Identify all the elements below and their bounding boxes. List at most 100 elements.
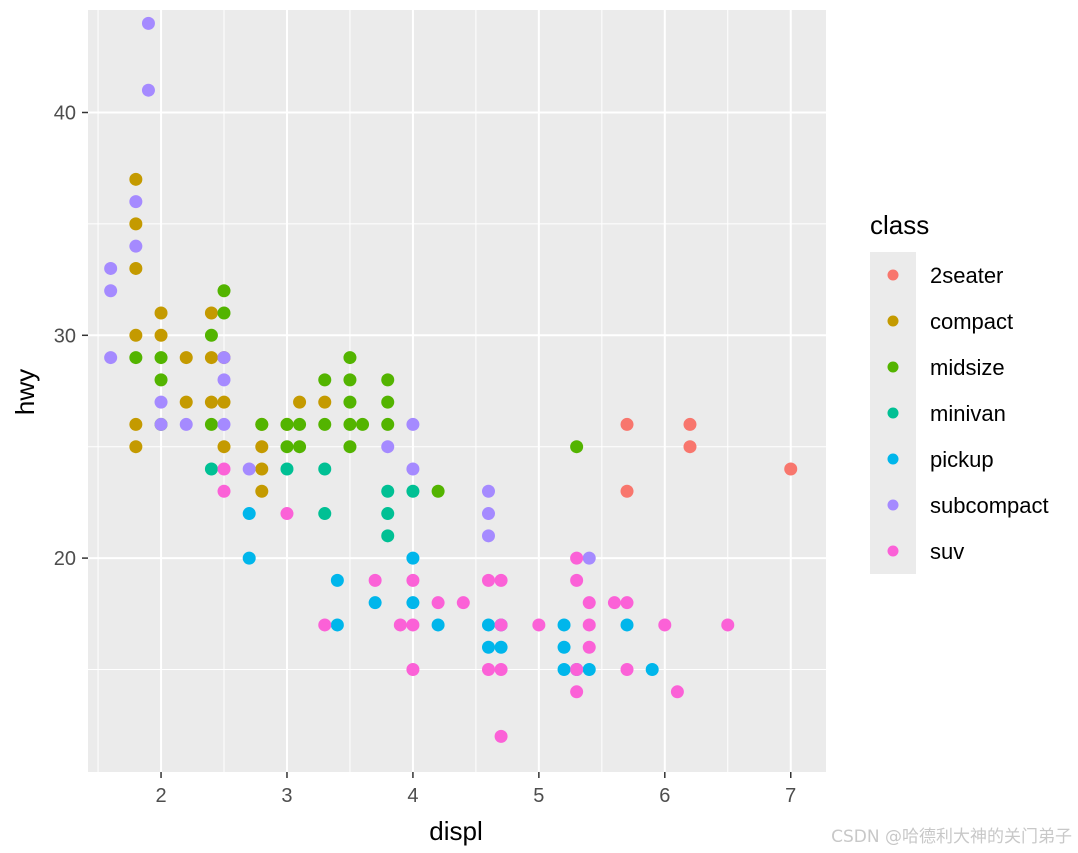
- point-compact: [129, 172, 143, 186]
- point-2seater: [683, 417, 697, 431]
- legend-label-suv: suv: [930, 539, 964, 564]
- x-tick-label: 7: [785, 785, 796, 807]
- legend-key-midsize: [887, 361, 899, 373]
- point-pickup: [481, 640, 495, 654]
- point-pickup: [481, 618, 495, 632]
- point-suv: [217, 484, 231, 498]
- point-compact: [204, 351, 218, 365]
- point-suv: [406, 618, 420, 632]
- point-midsize: [343, 395, 357, 409]
- point-midsize: [381, 373, 395, 387]
- point-suv: [431, 596, 445, 610]
- point-pickup: [406, 551, 420, 565]
- point-2seater: [620, 417, 634, 431]
- point-pickup: [557, 640, 571, 654]
- point-subcompact: [179, 417, 193, 431]
- point-suv: [494, 618, 508, 632]
- point-midsize: [293, 440, 307, 454]
- legend-key-subcompact: [887, 499, 899, 511]
- point-suv: [217, 462, 231, 476]
- point-compact: [129, 417, 143, 431]
- x-tick-label: 4: [407, 785, 418, 807]
- point-compact: [179, 351, 193, 365]
- point-subcompact: [217, 351, 231, 365]
- point-minivan: [381, 484, 395, 498]
- point-suv: [582, 596, 596, 610]
- point-subcompact: [481, 529, 495, 543]
- x-tick-label: 6: [659, 785, 670, 807]
- point-midsize: [217, 284, 231, 298]
- point-suv: [620, 596, 634, 610]
- point-midsize: [381, 395, 395, 409]
- point-compact: [204, 306, 218, 320]
- point-2seater: [620, 484, 634, 498]
- point-compact: [154, 328, 168, 342]
- minor-gridlines: [88, 10, 826, 772]
- point-suv: [582, 618, 596, 632]
- point-subcompact: [154, 395, 168, 409]
- point-suv: [658, 618, 672, 632]
- point-minivan: [406, 484, 420, 498]
- point-suv: [494, 663, 508, 677]
- point-pickup: [645, 663, 659, 677]
- point-subcompact: [154, 417, 168, 431]
- point-suv: [368, 573, 382, 587]
- point-midsize: [280, 440, 294, 454]
- point-midsize: [343, 351, 357, 365]
- point-minivan: [381, 507, 395, 521]
- point-midsize: [204, 417, 218, 431]
- point-compact: [318, 395, 332, 409]
- point-midsize: [431, 484, 445, 498]
- point-compact: [255, 484, 269, 498]
- point-suv: [494, 729, 508, 743]
- point-midsize: [129, 351, 143, 365]
- legend-key-compact: [887, 315, 899, 327]
- point-midsize: [154, 373, 168, 387]
- point-midsize: [381, 417, 395, 431]
- point-subcompact: [104, 351, 118, 365]
- point-compact: [154, 306, 168, 320]
- point-compact: [129, 217, 143, 231]
- watermark: CSDN @哈德利大神的关门弟子: [831, 827, 1072, 847]
- point-pickup: [368, 596, 382, 610]
- point-subcompact: [381, 440, 395, 454]
- point-pickup: [557, 663, 571, 677]
- legend-label-compact: compact: [930, 309, 1013, 334]
- point-suv: [494, 573, 508, 587]
- point-compact: [255, 462, 269, 476]
- point-midsize: [343, 373, 357, 387]
- point-compact: [217, 395, 231, 409]
- x-axis: 2 3 4 5 6 7: [155, 772, 796, 807]
- point-midsize: [204, 328, 218, 342]
- point-pickup: [242, 551, 256, 565]
- point-subcompact: [141, 83, 155, 97]
- point-compact: [217, 440, 231, 454]
- point-pickup: [330, 618, 344, 632]
- point-suv: [607, 596, 621, 610]
- point-suv: [582, 640, 596, 654]
- y-tick-label: 40: [54, 102, 76, 124]
- point-suv: [280, 507, 294, 521]
- legend-label-minivan: minivan: [930, 401, 1006, 426]
- point-suv: [670, 685, 684, 699]
- point-minivan: [280, 462, 294, 476]
- y-tick-label: 20: [54, 548, 76, 570]
- legend-label-midsize: midsize: [930, 355, 1005, 380]
- point-midsize: [293, 417, 307, 431]
- point-suv: [406, 663, 420, 677]
- point-pickup: [620, 618, 634, 632]
- point-compact: [179, 395, 193, 409]
- point-compact: [129, 440, 143, 454]
- point-minivan: [318, 507, 332, 521]
- x-tick-label: 3: [281, 785, 292, 807]
- point-subcompact: [406, 462, 420, 476]
- point-midsize: [318, 417, 332, 431]
- legend-key-minivan: [887, 407, 899, 419]
- point-midsize: [154, 351, 168, 365]
- point-midsize: [217, 306, 231, 320]
- legend-key-suv: [887, 545, 899, 557]
- point-pickup: [557, 618, 571, 632]
- plot-panel: [88, 10, 826, 772]
- data-points: [104, 16, 798, 743]
